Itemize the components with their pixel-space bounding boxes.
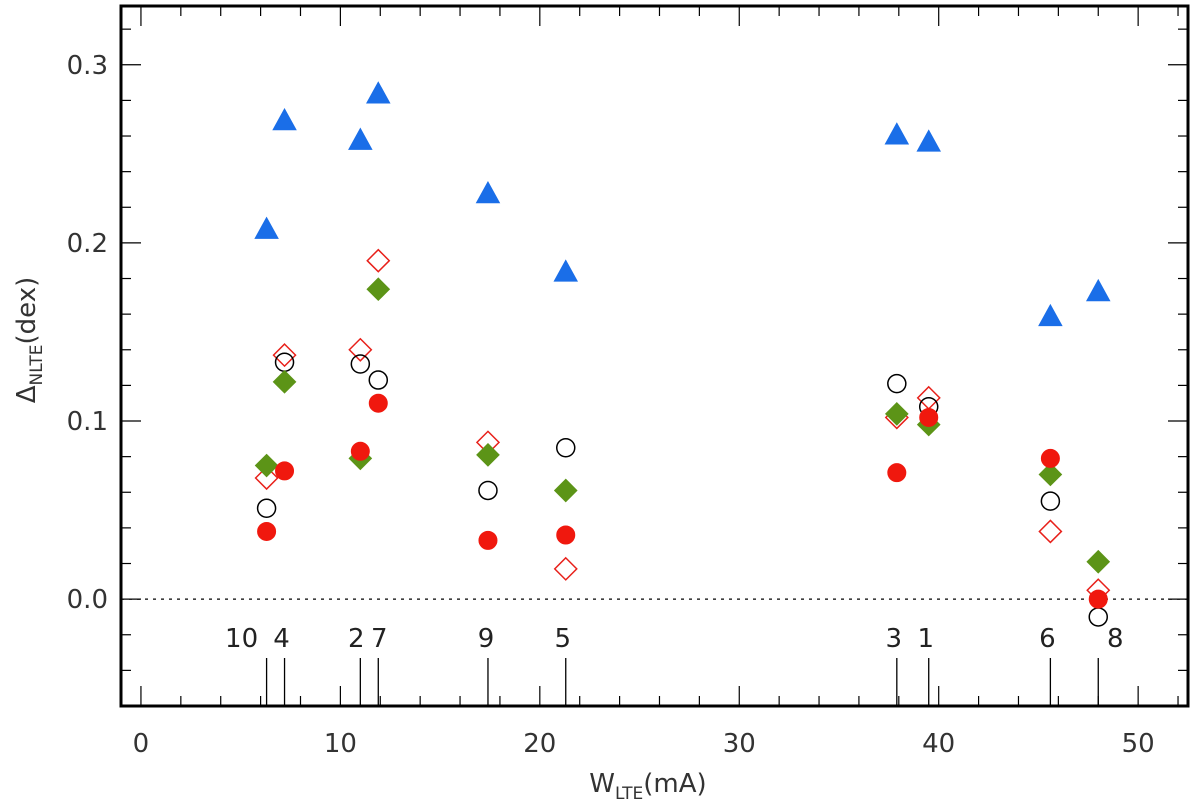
blue-triangle-point [254,216,279,239]
red-open-diamond-point [348,337,373,362]
red-filled-circle-point [275,461,295,481]
red-open-diamond-point [366,248,391,273]
line-marker-label: 2 [348,624,365,654]
green-filled-diamond-point [366,277,391,302]
green-filled-diamond-point [476,443,500,467]
green-filled-diamond-point [884,402,909,426]
y-tick-label: 0.3 [67,51,108,81]
red-filled-circle-point [1040,448,1060,468]
line-marker-label: 6 [1039,624,1056,654]
y-axis-ticks: 0.0 0.1 0.2 0.3 [67,28,1188,671]
black-open-circle-point [555,437,576,458]
x-tick-label: 30 [723,729,756,759]
data-points [254,81,1111,627]
line-markers: 10 4 2 7 9 5 3 1 6 8 [225,624,1124,706]
line-marker-label: 8 [1107,624,1124,654]
line-marker-label: 3 [886,624,903,654]
black-open-circle-point [1088,607,1109,627]
red-filled-circle-point [350,441,370,461]
blue-triangle-point [1038,303,1063,327]
red-open-diamond-point [1038,519,1063,544]
x-axis-title-main: W [589,769,615,799]
green-filled-diamond-point [1086,549,1111,574]
y-axis-title-unit: (dex) [12,277,42,345]
x-tick-label: 10 [324,729,357,759]
blue-triangle-point [366,81,391,104]
black-open-circle-point [478,480,498,501]
black-open-circle-point [350,354,371,374]
line-marker-label: 4 [273,624,290,654]
line-marker-label: 5 [554,624,571,654]
x-tick-label: 20 [523,729,556,759]
blue-triangle-point [272,107,297,131]
blue-triangle-point [916,129,941,152]
red-filled-circle-point [478,530,498,550]
blue-triangle-point [884,122,910,145]
x-tick-label: 0 [133,729,150,759]
y-tick-label: 0.1 [67,407,108,437]
x-axis-title: WLTE(mA) [589,769,706,804]
black-open-circle-point [368,370,389,390]
x-tick-label: 50 [1122,729,1155,759]
line-marker-label: 1 [917,624,934,654]
line-marker-label: 9 [478,624,495,654]
black-open-circle-point [887,373,907,394]
red-open-diamond-point [272,343,297,368]
red-filled-circle-point [1088,589,1108,609]
red-open-diamond-point [254,465,279,491]
blue-triangle-point [475,180,501,204]
black-open-circle-point [274,352,295,372]
red-filled-circle-point [556,525,576,545]
y-axis-title: ΔNLTE(dex) [12,277,47,404]
y-tick-label: 0.2 [67,229,108,259]
blue-triangle-point [553,259,579,282]
green-filled-diamond-point [1038,462,1063,487]
red-open-diamond-point [553,556,578,581]
blue-triangle-point [348,127,373,150]
red-filled-circle-point [368,393,388,413]
y-axis-title-main: Δ [12,385,42,403]
green-filled-diamond-point [272,369,297,394]
line-marker-label: 10 [225,624,258,654]
green-filled-diamond-point [553,478,578,503]
red-filled-circle-point [919,407,939,427]
x-tick-label: 40 [922,729,955,759]
green-filled-diamond-point [254,453,279,478]
line-marker-label: 7 [371,624,388,654]
black-open-circle-point [1040,491,1061,511]
x-axis-title-sub: LTE [615,784,643,804]
x-axis-title-unit: (mA) [643,769,706,799]
blue-triangle-point [1085,278,1111,302]
red-filled-circle-point [887,463,907,483]
y-axis-title-sub: NLTE [27,344,47,385]
x-axis-ticks: 0 10 20 30 40 50 [133,6,1179,759]
black-open-circle-point [256,498,277,519]
red-filled-circle-point [257,521,277,541]
plot-frame [119,4,1190,708]
y-tick-label: 0.0 [67,585,108,615]
